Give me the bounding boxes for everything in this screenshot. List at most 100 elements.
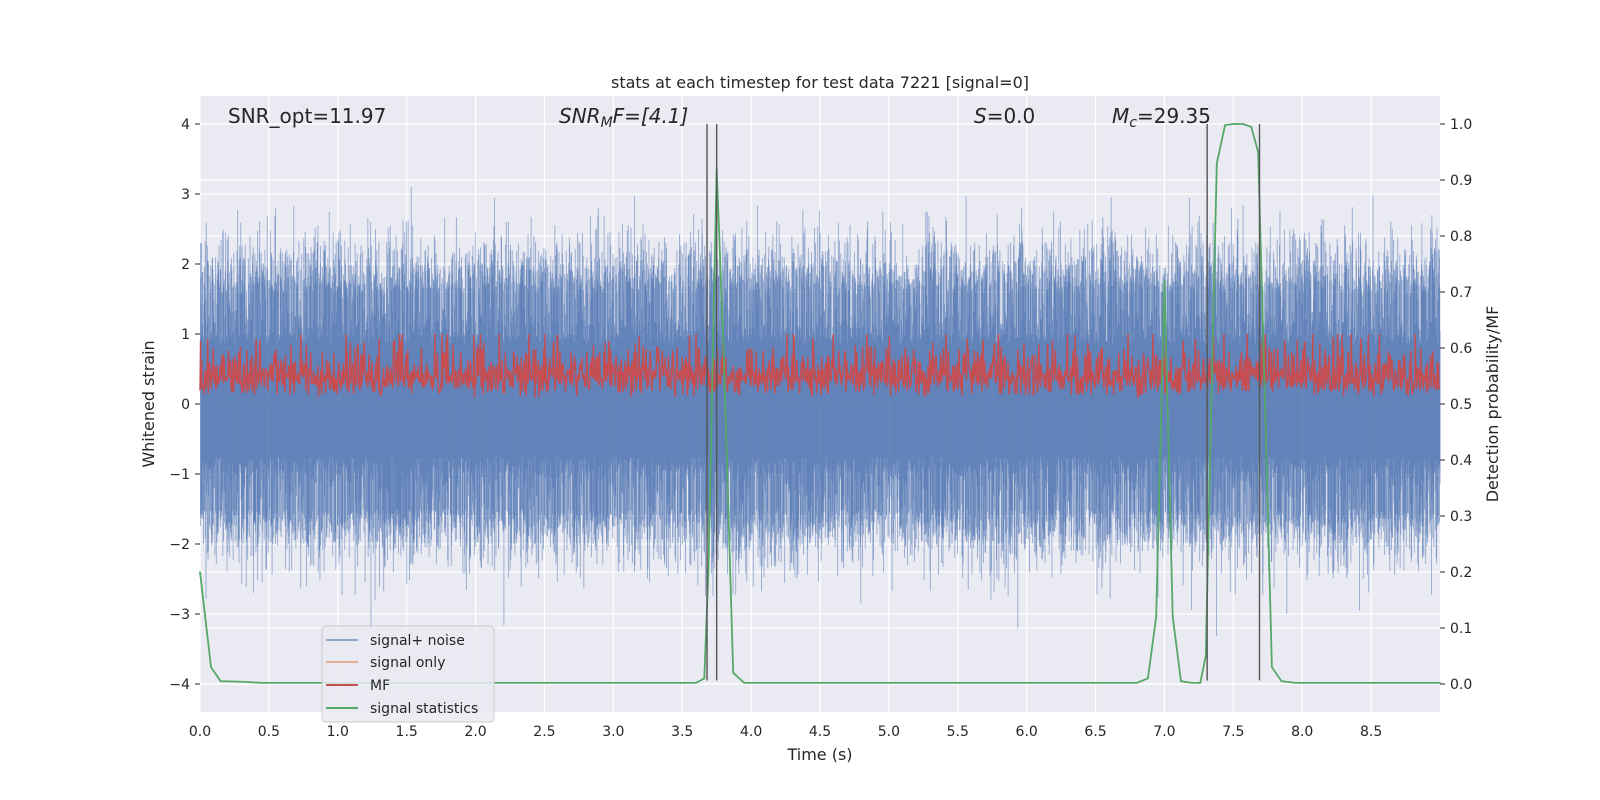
signal-statistics-point [1232,123,1235,125]
y-left-tick-label: 3 [181,187,190,203]
x-tick-label: 0.5 [258,724,280,740]
signal-statistics-point [1210,403,1213,405]
y-left-tick-label: 2 [181,257,190,273]
y-right-tick-label: 0.5 [1450,397,1472,413]
annotation-mc-main: M [1112,104,1129,128]
x-tick-label: 8.5 [1360,724,1382,740]
x-tick-label: 3.0 [602,724,624,740]
x-tick-label: 7.0 [1153,724,1175,740]
y-left-tick-label: −3 [169,607,190,623]
signal-statistics-point [703,677,706,680]
annotation-s: S=0.0 [974,104,1035,128]
signal-statistics-point [1242,123,1244,125]
signal-statistics-point [1204,655,1207,657]
signal-statistics-point [681,682,684,684]
legend-label-signal-only: signal only [370,655,445,671]
x-tick-label: 5.0 [878,724,900,740]
y-axis-right-label: Detection probability/MF [1483,306,1502,503]
signal-statistics-point [1171,616,1174,618]
x-tick-label: 7.5 [1222,724,1244,740]
signal-statistics-point [1439,682,1441,684]
signal-statistics-point [1155,616,1157,618]
signal-statistics-point [1216,162,1218,164]
signal-statistics-point [1163,280,1166,282]
chart-title: stats at each timestep for test data 722… [611,73,1029,92]
y-right-tick-label: 0.0 [1450,677,1472,693]
y-right-tick-label: 0.8 [1450,229,1472,245]
vertical-markers [706,124,1261,681]
signal-statistics-point [695,682,697,684]
signal-statistics-point [1294,682,1297,684]
signal-statistics-point [1370,682,1372,684]
y-right-tick-label: 0.2 [1450,565,1472,581]
signal-statistics-point [1191,682,1193,684]
x-tick-label: 0.0 [189,724,211,740]
signal-statistics-point [1136,682,1138,684]
signal-noise-segment [802,209,804,459]
signal-statistics-point [1264,403,1266,405]
legend-label-signal-noise: signal+ noise [370,633,465,649]
mf-line [199,333,1441,398]
x-tick-label: 4.5 [809,724,831,740]
signal-noise-segment [503,343,505,626]
annotation-snr-mf-sub: M [601,115,613,131]
x-axis-label: Time (s) [786,745,852,764]
annotation-mc: Mc=29.35 [1112,104,1211,131]
y-right-tick-label: 0.7 [1450,285,1472,301]
x-tick-label: 5.5 [947,724,969,740]
x-axis: 0.0 0.5 1.0 1.5 2.0 2.5 3.0 3.5 4.0 4.5 5.0 5.5 6.0 6… [189,724,1382,740]
y-left-tick-label: −4 [169,677,190,693]
signal-noise-segment [410,187,412,471]
signal-statistics-point [722,347,725,349]
y-axis-left-label: Whitened strain [139,340,158,467]
annotation-snr-mf-rest: F=[4.1] [613,104,689,128]
y-right-tick-label: 1.0 [1450,117,1472,133]
legend: signal+ noise signal only MF signal stat… [321,625,495,723]
x-tick-label: 1.0 [327,724,349,740]
y-right-tick-label: 0.6 [1450,341,1472,357]
y-right-tick-label: 0.4 [1450,453,1472,469]
signal-statistics-point [1250,126,1253,128]
legend-label-mf: MF [370,678,390,694]
signal-noise-segment [1216,314,1218,637]
annotation-snr-mf: SNRMF=[4.1] [559,104,688,131]
signal-statistics-point [757,682,759,684]
y-left-tick-label: 4 [181,117,190,133]
x-tick-label: 1.5 [396,724,418,740]
signal-statistics-point [1257,151,1259,153]
signal-statistics-point [240,680,243,683]
signal-statistics-point [707,571,710,573]
x-tick-label: 8.0 [1291,724,1313,740]
annotation-s-main: S [974,104,987,128]
signal-statistics-point [1280,680,1283,682]
x-tick-label: 4.0 [740,724,762,740]
annotation-snr-mf-main: SNR [559,104,601,128]
signal-statistics-point [1271,666,1273,668]
annotation-snr-opt: SNR_opt=11.97 [228,104,386,128]
signal-statistics-point [732,672,734,674]
signal-statistics-point [1199,682,1202,684]
signal-statistics-point [743,682,746,684]
signal-noise-segment [583,339,585,589]
y-axis-left: 4 3 2 1 0 −1 −2 −3 −4 [169,117,200,693]
y-right-tick-label: 0.1 [1450,621,1472,637]
annotation-mc-sub: c [1129,115,1137,131]
signal-statistics-point [1147,677,1149,680]
annotation-s-rest: =0.0 [987,104,1036,128]
series-layer [199,123,1441,684]
y-left-tick-label: 1 [181,327,190,343]
signal-statistics-point [1180,680,1182,682]
x-tick-label: 6.5 [1084,724,1106,740]
annotation-mc-rest: =29.35 [1137,104,1211,128]
signal-statistics-point [210,666,212,668]
y-right-tick-label: 0.9 [1450,173,1472,189]
y-left-tick-label: −2 [169,537,190,553]
legend-label-signal-statistics: signal statistics [370,701,478,717]
x-tick-label: 2.0 [464,724,486,740]
x-tick-label: 6.0 [1016,724,1038,740]
signal-statistics-point [199,571,201,573]
y-left-tick-label: −1 [169,467,190,483]
y-left-tick-label: 0 [181,397,190,413]
y-axis-right: 1.0 0.9 0.8 0.7 0.6 0.5 0.4 0.3 0.2 0.1 0.0 [1440,117,1472,693]
